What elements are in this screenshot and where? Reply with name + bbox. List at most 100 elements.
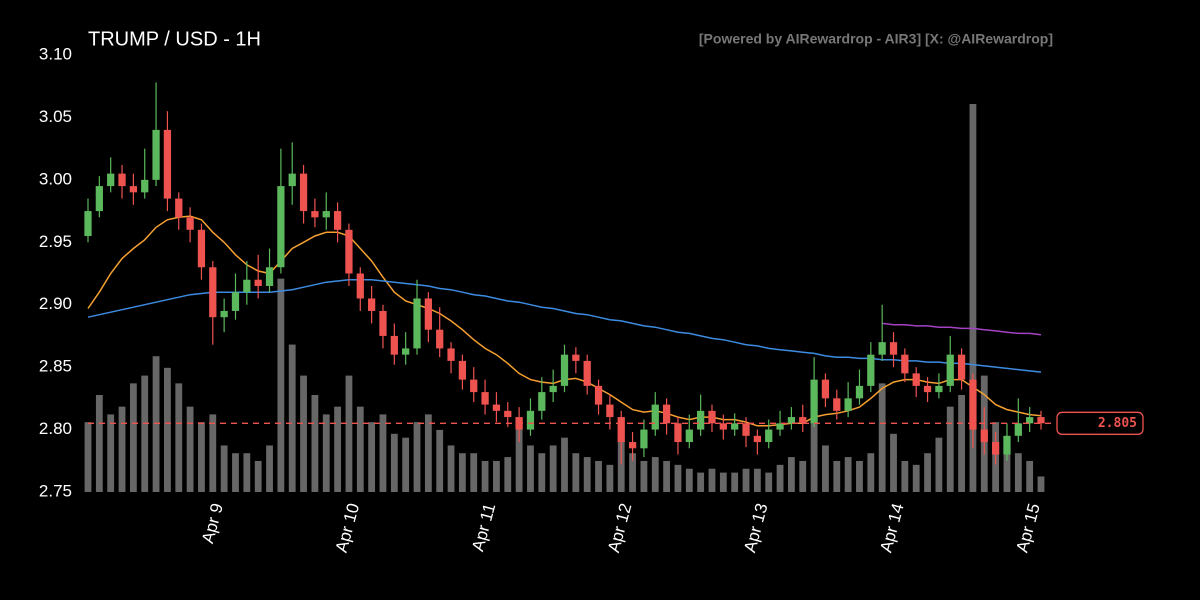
candle-body (447, 348, 455, 361)
volume-bar (629, 453, 636, 492)
volume-bar (424, 414, 432, 492)
y-tick-label: 3.05 (39, 107, 72, 126)
candle-body (719, 423, 727, 430)
candle-body (379, 310, 387, 336)
overlay-line (87, 215, 1042, 427)
candle-body (458, 360, 467, 380)
chart-subtitle: [Powered by AIRewardrop - AIR3] [X: @AIR… (699, 31, 1053, 47)
volume-bar (493, 460, 500, 492)
volume-bar (95, 395, 103, 492)
volume-bar (300, 375, 307, 492)
y-tick-label: 2.95 (39, 232, 72, 251)
volume-bar (685, 468, 693, 492)
volume-bar (447, 445, 455, 492)
volume-bar (527, 445, 534, 492)
candle-body (152, 129, 160, 180)
volume-bar (390, 433, 398, 492)
candle-body (436, 329, 444, 349)
volume-bar (345, 375, 353, 492)
candle-body (322, 211, 330, 218)
candle-body (299, 173, 308, 212)
volume-bar (277, 278, 285, 492)
candle-body (84, 211, 92, 237)
candle-body (1003, 435, 1011, 455)
volume-bar (924, 453, 931, 492)
candle-body (912, 373, 920, 386)
candle-body (118, 173, 126, 187)
candle-body (753, 435, 761, 443)
candle-body (209, 267, 217, 318)
candle-body (1014, 423, 1022, 436)
volume-bar (84, 422, 92, 492)
volume-bar (969, 104, 977, 492)
y-tick-label: 2.85 (39, 357, 72, 376)
volume-bar (788, 457, 795, 492)
candle-body (265, 267, 274, 286)
volume-bar (719, 472, 727, 492)
candle-body (243, 279, 251, 293)
candle-body (481, 392, 489, 405)
candle-body (640, 429, 648, 449)
candle-body (220, 310, 228, 318)
volume-bar (651, 457, 659, 492)
volume-bar (107, 414, 115, 492)
candle-body (560, 354, 569, 386)
volume-bar (946, 406, 954, 492)
candle-body (651, 404, 659, 430)
candle-body (163, 129, 172, 199)
volume-bar (118, 406, 126, 492)
volume-bar (515, 422, 523, 492)
candle-body (628, 442, 637, 449)
volume-bar (1037, 476, 1045, 492)
candle-body (390, 335, 398, 355)
volume-bar (595, 460, 602, 492)
candle-body (878, 342, 886, 355)
volume-bar (810, 414, 818, 492)
candle-body (333, 211, 342, 230)
chart-title: TRUMP / USD - 1H (88, 28, 261, 50)
candle-body (855, 385, 864, 399)
candle-body (129, 186, 138, 193)
candle-body (742, 423, 750, 436)
volume-bar (198, 422, 205, 492)
volume-bar (481, 460, 489, 492)
candle-body (402, 348, 410, 355)
candle-body (254, 279, 262, 286)
volume-bar (549, 445, 557, 492)
volume-bar (958, 395, 965, 492)
y-tick-label: 2.90 (39, 294, 72, 313)
volume-bar (254, 460, 262, 492)
volume-bar (753, 468, 761, 492)
volume-bar (799, 460, 807, 492)
last-price-box (1056, 411, 1144, 435)
candle-body (186, 217, 194, 230)
volume-bar (458, 453, 466, 492)
candle-body (1037, 417, 1045, 424)
candle-body (606, 404, 614, 418)
volume-bar (878, 383, 886, 492)
candle-body (95, 186, 103, 212)
volume-bar (175, 383, 183, 492)
y-tick-label: 2.80 (39, 419, 72, 438)
volume-bar (856, 460, 863, 492)
volume-bar (561, 437, 568, 492)
volume-bar (164, 367, 171, 492)
candle-body (617, 417, 625, 443)
volume-bar (731, 472, 739, 492)
volume-bar (912, 464, 920, 492)
candle-body (197, 229, 206, 268)
volume-bar (129, 383, 137, 492)
candle-body (538, 392, 546, 411)
volume-bar (617, 437, 625, 492)
overlay-line (882, 322, 1042, 336)
candle-body (833, 398, 841, 411)
volume-bar (288, 344, 296, 492)
volume-bar (901, 460, 909, 492)
volume-bar (266, 445, 273, 492)
candle-body (810, 379, 818, 424)
volume-bar (708, 468, 716, 492)
volume-bar (402, 437, 410, 492)
candle-body (231, 292, 240, 311)
candle-body (175, 198, 183, 218)
